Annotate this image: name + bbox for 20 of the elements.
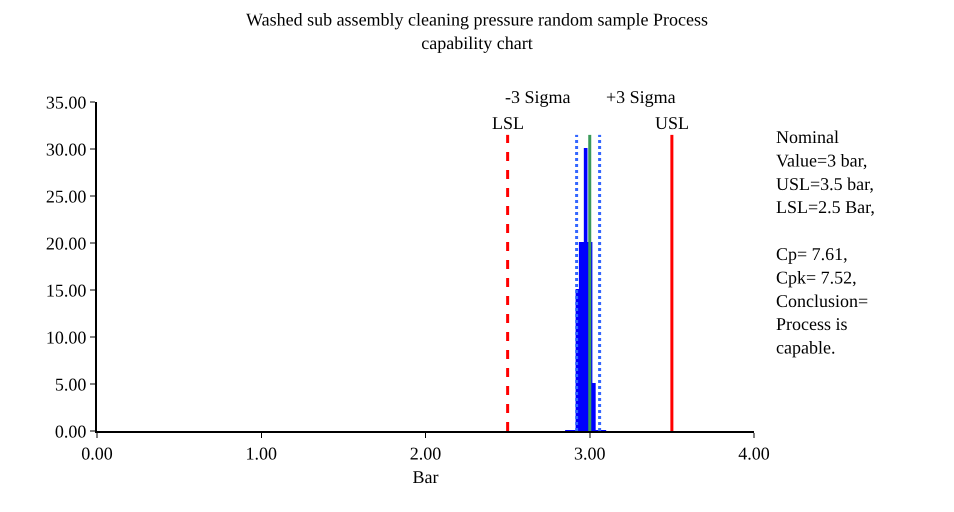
- text: Nominal Value=3 bar, USL=3.5 bar, LSL=2.5 Bar, Cp= 7.61, Cpk= 7.52, Conclusion= Process is capable.: [776, 127, 875, 358]
- y-tick-label: 15.00: [46, 280, 86, 300]
- y-tick-label: 25.00: [46, 186, 86, 206]
- ref-line-label: LSL: [492, 113, 524, 133]
- x-axis-title: Bar: [412, 467, 438, 488]
- y-tick-label: 0.00: [54, 421, 86, 442]
- x-tick-label: 0.00: [81, 444, 113, 464]
- chart-title: Washed sub assembly cleaning pressure random sample Process capability chart: [246, 10, 708, 53]
- ref-line-label: USL: [655, 113, 690, 133]
- y-tick-label: 30.00: [46, 139, 86, 160]
- x-tick-label: 3.00: [574, 444, 606, 464]
- x-tick-label: 2.00: [410, 444, 442, 464]
- x-tick-label: 1.00: [246, 444, 277, 464]
- ref-line-label: +3 Sigma: [606, 87, 676, 107]
- ref-line-label: -3 Sigma: [505, 87, 571, 107]
- y-tick-label: 5.00: [54, 374, 86, 394]
- y-tick-label: 35.00: [46, 92, 86, 112]
- y-tick-label: 20.00: [46, 233, 86, 254]
- y-tick-label: 10.00: [46, 327, 86, 348]
- x-tick-label: 4.00: [738, 444, 770, 464]
